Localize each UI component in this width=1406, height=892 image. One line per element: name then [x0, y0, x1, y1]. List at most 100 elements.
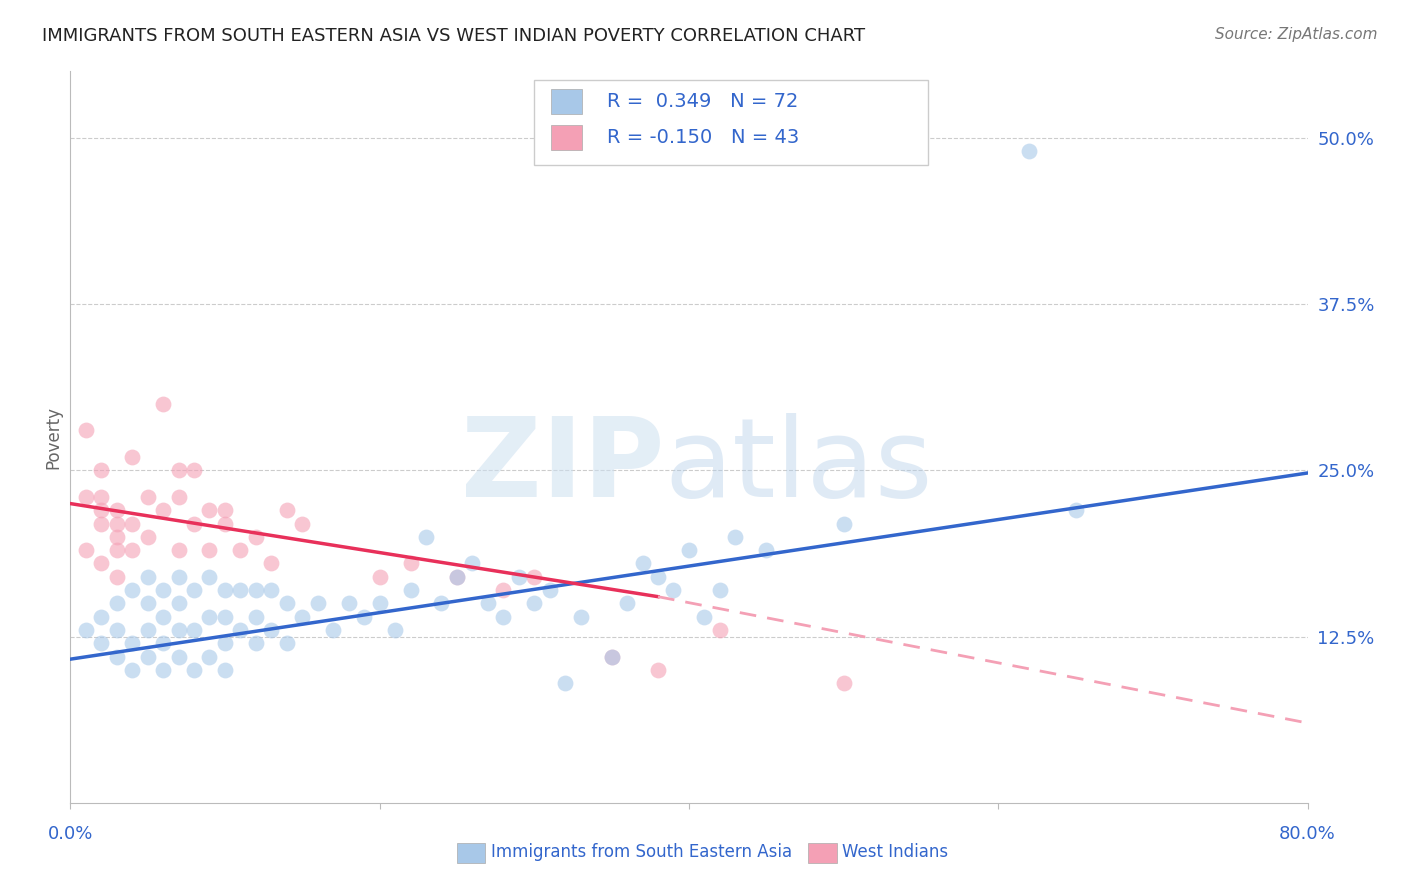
Point	[90, 516, 112, 531]
Point	[709, 582, 731, 597]
Point	[167, 490, 190, 504]
Point	[152, 609, 174, 624]
Text: West Indians: West Indians	[842, 843, 948, 861]
Point	[600, 649, 623, 664]
Point	[167, 570, 190, 584]
Point	[214, 582, 236, 597]
Point	[167, 463, 190, 477]
Point	[105, 570, 128, 584]
Y-axis label: Poverty: Poverty	[44, 406, 62, 468]
Point	[75, 623, 97, 637]
Point	[647, 570, 669, 584]
Point	[415, 530, 437, 544]
Point	[832, 516, 855, 531]
Point	[678, 543, 700, 558]
Point	[353, 609, 375, 624]
Point	[229, 543, 252, 558]
Point	[477, 596, 499, 610]
Point	[569, 609, 592, 624]
Point	[105, 530, 128, 544]
Point	[152, 636, 174, 650]
Point	[245, 636, 267, 650]
Point	[214, 503, 236, 517]
Point	[554, 676, 576, 690]
Point	[136, 530, 159, 544]
Point	[75, 490, 97, 504]
Point	[75, 424, 97, 438]
Point	[647, 663, 669, 677]
Point	[337, 596, 360, 610]
Point	[322, 623, 344, 637]
Point	[276, 503, 298, 517]
Point	[167, 543, 190, 558]
Point	[152, 503, 174, 517]
Point	[75, 543, 97, 558]
Point	[368, 570, 391, 584]
Point	[307, 596, 329, 610]
Point	[631, 557, 654, 571]
Point	[709, 623, 731, 637]
Point	[523, 596, 546, 610]
Point	[90, 503, 112, 517]
Text: 80.0%: 80.0%	[1279, 825, 1336, 843]
Point	[214, 516, 236, 531]
Point	[90, 463, 112, 477]
Point	[121, 543, 143, 558]
Point	[368, 596, 391, 610]
Point	[492, 609, 515, 624]
Point	[121, 663, 143, 677]
Point	[291, 609, 314, 624]
Point	[105, 649, 128, 664]
Text: R =  0.349   N = 72: R = 0.349 N = 72	[607, 92, 799, 112]
Point	[446, 570, 468, 584]
Point	[384, 623, 406, 637]
Point	[167, 596, 190, 610]
Text: 0.0%: 0.0%	[48, 825, 93, 843]
Point	[291, 516, 314, 531]
Point	[121, 450, 143, 464]
Point	[229, 582, 252, 597]
Point	[245, 530, 267, 544]
Point	[461, 557, 484, 571]
Point	[446, 570, 468, 584]
Point	[198, 570, 221, 584]
Point	[214, 636, 236, 650]
Point	[90, 490, 112, 504]
Point	[183, 663, 205, 677]
Point	[136, 596, 159, 610]
Text: R = -0.150   N = 43: R = -0.150 N = 43	[607, 128, 800, 147]
Point	[198, 609, 221, 624]
Point	[198, 503, 221, 517]
Point	[1018, 144, 1040, 158]
Point	[90, 557, 112, 571]
Text: Immigrants from South Eastern Asia: Immigrants from South Eastern Asia	[491, 843, 792, 861]
Point	[105, 596, 128, 610]
Point	[616, 596, 638, 610]
Point	[90, 636, 112, 650]
Point	[105, 516, 128, 531]
Point	[121, 516, 143, 531]
Point	[136, 649, 159, 664]
Point	[276, 636, 298, 650]
Point	[105, 623, 128, 637]
Point	[183, 623, 205, 637]
Point	[90, 609, 112, 624]
Point	[538, 582, 561, 597]
Point	[152, 397, 174, 411]
Text: ZIP: ZIP	[461, 413, 664, 520]
Point	[832, 676, 855, 690]
Point	[430, 596, 453, 610]
Point	[260, 557, 283, 571]
Point	[105, 543, 128, 558]
Point	[214, 609, 236, 624]
Text: IMMIGRANTS FROM SOUTH EASTERN ASIA VS WEST INDIAN POVERTY CORRELATION CHART: IMMIGRANTS FROM SOUTH EASTERN ASIA VS WE…	[42, 27, 865, 45]
Point	[105, 503, 128, 517]
Point	[183, 582, 205, 597]
Point	[245, 609, 267, 624]
Point	[276, 596, 298, 610]
Point	[183, 463, 205, 477]
Point	[245, 582, 267, 597]
Point	[260, 582, 283, 597]
Point	[121, 636, 143, 650]
Point	[152, 582, 174, 597]
